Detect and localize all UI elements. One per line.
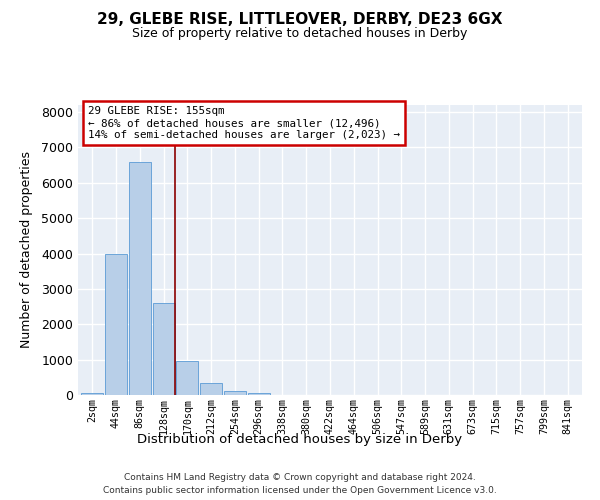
Bar (200, 384, 222, 395)
Bar (248, 393, 269, 395)
Bar (152, 303, 175, 395)
Bar (176, 362, 198, 395)
Bar (82, 393, 103, 395)
Text: Size of property relative to detached houses in Derby: Size of property relative to detached ho… (133, 28, 467, 40)
Text: Contains HM Land Registry data © Crown copyright and database right 2024.: Contains HM Land Registry data © Crown c… (124, 472, 476, 482)
Bar (224, 392, 246, 395)
Bar (105, 254, 127, 395)
Text: Contains public sector information licensed under the Open Government Licence v3: Contains public sector information licen… (103, 486, 497, 495)
Text: Distribution of detached houses by size in Derby: Distribution of detached houses by size … (137, 432, 463, 446)
Text: 29 GLEBE RISE: 155sqm
← 86% of detached houses are smaller (12,496)
14% of semi-: 29 GLEBE RISE: 155sqm ← 86% of detached … (88, 106, 400, 140)
Bar (129, 162, 151, 395)
Text: 29, GLEBE RISE, LITTLEOVER, DERBY, DE23 6GX: 29, GLEBE RISE, LITTLEOVER, DERBY, DE23 … (97, 12, 503, 28)
Y-axis label: Number of detached properties: Number of detached properties (20, 152, 33, 348)
